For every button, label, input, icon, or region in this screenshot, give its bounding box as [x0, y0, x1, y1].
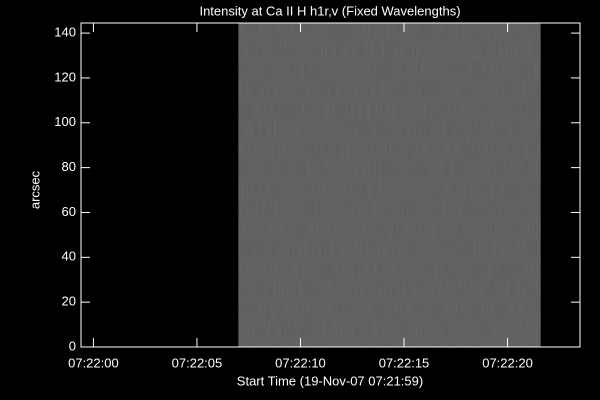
y-tick-label: 40	[62, 249, 76, 264]
plot-frame	[80, 22, 581, 348]
y-tick-label: 140	[54, 25, 76, 40]
y-tick-label: 20	[62, 294, 76, 309]
x-tick-label: 07:22:05	[172, 355, 223, 370]
y-tick-label: 60	[62, 204, 76, 219]
x-tick-label: 07:22:10	[275, 355, 326, 370]
plot-area	[238, 23, 541, 347]
y-tick-label: 0	[69, 338, 76, 353]
image-texture	[238, 23, 541, 347]
y-axis-label: arcsec	[27, 170, 42, 209]
chart-title: Intensity at Ca II H h1r,v (Fixed Wavele…	[199, 3, 460, 18]
x-tick-label: 07:22:00	[68, 355, 119, 370]
y-tick-label: 80	[62, 159, 76, 174]
x-tick-label: 07:22:20	[482, 355, 533, 370]
x-axis-label: Start Time (19-Nov-07 07:21:59)	[237, 373, 423, 388]
y-tick-label: 120	[54, 69, 76, 84]
x-tick-label: 07:22:15	[379, 355, 430, 370]
y-tick-label: 100	[54, 114, 76, 129]
